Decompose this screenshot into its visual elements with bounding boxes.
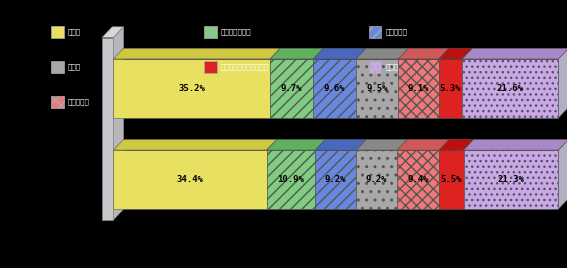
Text: 35.2%: 35.2% [178,84,205,93]
Polygon shape [313,59,356,118]
Polygon shape [397,150,439,209]
Bar [204,61,217,73]
Text: 9.4%: 9.4% [408,175,429,184]
Polygon shape [270,48,323,59]
Polygon shape [439,150,464,209]
Polygon shape [113,150,266,209]
Text: サービス業: サービス業 [68,99,90,105]
Text: 34.4%: 34.4% [176,175,204,184]
Text: 9.5%: 9.5% [366,84,388,93]
Polygon shape [439,59,462,118]
Polygon shape [462,48,567,59]
Bar [51,26,64,38]
Bar [369,26,381,38]
Polygon shape [439,139,474,150]
Bar [204,26,217,38]
Polygon shape [356,139,408,150]
Polygon shape [462,59,558,118]
Text: 宿泊業、飲食サービス業: 宿泊業、飲食サービス業 [221,64,269,70]
Polygon shape [558,139,567,209]
Text: 5.3%: 5.3% [440,84,462,93]
Text: 卸売業、小売業: 卸売業、小売業 [221,29,252,35]
Text: 9.6%: 9.6% [324,84,345,93]
Text: 9.2%: 9.2% [366,175,387,184]
Text: 9.7%: 9.7% [281,84,302,93]
Polygon shape [315,139,366,150]
Text: 医療、福祉: 医療、福祉 [386,29,408,35]
Polygon shape [356,59,398,118]
Text: 建設業: 建設業 [68,64,81,70]
Bar [51,61,64,73]
Text: 9.1%: 9.1% [408,84,429,93]
Bar [369,61,381,73]
Text: 10.9%: 10.9% [277,175,304,184]
Text: 21.3%: 21.3% [498,175,524,184]
Text: 9.2%: 9.2% [325,175,346,184]
Polygon shape [102,38,113,220]
Polygon shape [398,48,449,59]
Text: 製造業: 製造業 [68,29,81,35]
Text: 5.5%: 5.5% [441,175,462,184]
Polygon shape [102,27,124,38]
Polygon shape [356,150,397,209]
Polygon shape [439,48,472,59]
Polygon shape [266,150,315,209]
Polygon shape [113,59,270,118]
Polygon shape [270,59,313,118]
Polygon shape [397,139,449,150]
Polygon shape [113,48,280,59]
Polygon shape [266,139,325,150]
Text: その他: その他 [386,64,399,70]
Polygon shape [464,150,558,209]
Text: 21.6%: 21.6% [497,84,524,93]
Polygon shape [558,48,567,118]
Bar [51,96,64,108]
Polygon shape [464,139,567,150]
Polygon shape [315,150,356,209]
Polygon shape [398,59,439,118]
Polygon shape [113,27,124,220]
Polygon shape [113,139,277,150]
Polygon shape [356,48,408,59]
Polygon shape [313,48,366,59]
